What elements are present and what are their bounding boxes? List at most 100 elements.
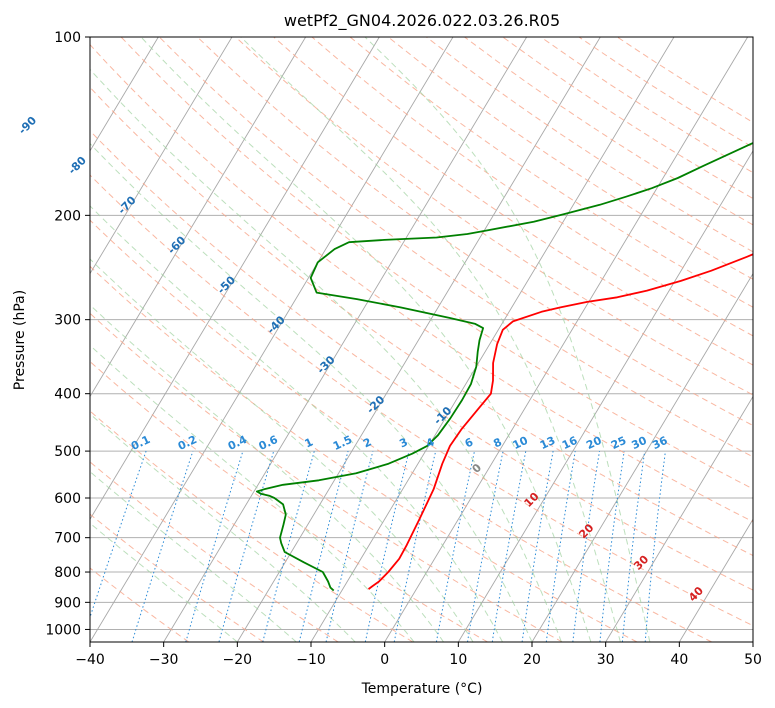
isotherm-label: -20	[364, 393, 387, 416]
mixing-ratio-line	[393, 450, 437, 642]
x-axis: −40 −30 −20 −10 0 10 20 30 40 50	[75, 642, 762, 668]
mixing-ratio-label: 0.4	[226, 433, 249, 453]
mixing-ratio-line	[572, 451, 600, 642]
dry-adiabat	[197, 37, 753, 427]
x-tick-label: 40	[670, 652, 688, 668]
x-tick-label: 10	[449, 652, 467, 668]
mixing-ratio-label: 13	[538, 434, 557, 452]
isotherm	[605, 395, 753, 642]
mixing-ratio-label: 0.1	[129, 433, 152, 453]
dry-adiabat	[235, 37, 753, 396]
background-lines	[0, 37, 753, 642]
y-tick-label: 1000	[45, 622, 81, 638]
dry-adiabat	[387, 37, 753, 280]
y-tick-label: 300	[54, 313, 81, 329]
moist-adiabat	[364, 37, 651, 642]
y-tick-label: 100	[54, 30, 81, 46]
x-tick-label: −20	[223, 652, 253, 668]
isotherm	[0, 37, 11, 642]
mixing-ratio-label: 1	[303, 435, 315, 450]
mixing-ratio-line	[545, 451, 576, 642]
mixing-ratio-line	[599, 451, 625, 642]
dry-adiabat	[90, 174, 753, 627]
moist-adiabat	[90, 142, 533, 642]
mixing-ratio-line	[325, 450, 374, 642]
dry-adiabat	[90, 86, 753, 557]
x-tick-label: 30	[597, 652, 615, 668]
mixing-ratio-label: 10	[511, 434, 531, 452]
moist-adiabat	[90, 205, 503, 642]
isotherm-label: 20	[576, 521, 596, 541]
moist-adiabat	[90, 68, 562, 642]
mixing-ratio-label: 25	[609, 434, 628, 452]
isotherm-label: -50	[215, 273, 238, 296]
isotherm-label: -80	[66, 154, 89, 177]
mixing-ratio-line	[298, 450, 349, 642]
isotherm	[457, 150, 753, 642]
moist-adiabat	[90, 304, 444, 642]
dry-adiabat	[349, 37, 753, 308]
dry-adiabat	[616, 37, 753, 123]
dry-adiabat	[311, 37, 753, 337]
moist-adiabat	[140, 37, 592, 642]
x-tick-label: 20	[523, 652, 541, 668]
temperature-profile	[367, 253, 753, 590]
mixing-ratio-label: 30	[630, 434, 650, 452]
y-axis: 100 200 300 400 500 600 700 800 900 1000	[45, 30, 90, 638]
moist-adiabat	[90, 344, 415, 642]
dry-adiabat	[90, 312, 563, 642]
mixing-ratio-label: 36	[650, 434, 670, 452]
y-axis-label: Pressure (hPa)	[12, 290, 28, 390]
isotherm-label: -10	[431, 404, 454, 427]
isotherm	[90, 37, 159, 152]
isotherm-label: -40	[265, 313, 288, 336]
moist-adiabat	[90, 413, 356, 642]
y-tick-label: 800	[54, 565, 81, 581]
mixing-ratio-line	[131, 450, 194, 642]
mixing-ratio-label: 1.5	[331, 433, 354, 453]
dry-adiabat	[120, 37, 753, 490]
x-tick-label: 50	[744, 652, 762, 668]
mixing-ratio-line	[364, 450, 410, 642]
y-tick-label: 500	[54, 444, 81, 460]
mixing-ratio-label: 0.6	[257, 433, 280, 453]
isotherm-label: -90	[16, 114, 39, 137]
isotherm	[90, 37, 307, 398]
y-tick-label: 600	[54, 491, 81, 507]
isoline-labels: -100-90-80-70-60-50-40-30-20-10010203040…	[16, 114, 706, 605]
mixing-ratio-line	[621, 451, 646, 642]
isotherm	[752, 641, 753, 642]
moist-adiabat	[90, 258, 474, 642]
isotherm	[678, 518, 753, 642]
dry-adiabat	[273, 37, 753, 366]
dry-adiabat	[426, 37, 753, 253]
mixing-ratio-label: 2	[361, 435, 373, 450]
dry-adiabat	[90, 567, 190, 642]
isotherm-label: -30	[314, 353, 337, 376]
isotherm	[384, 37, 749, 642]
isotherm	[90, 37, 233, 275]
x-axis-label: Temperature (°C)	[361, 681, 483, 697]
isotherm	[531, 272, 753, 642]
dry-adiabat	[158, 37, 753, 458]
isotherm-label: 10	[522, 490, 542, 510]
dry-adiabat	[90, 219, 712, 642]
mixing-ratio-line	[644, 451, 666, 642]
isotherm	[236, 37, 601, 642]
isotherm	[90, 37, 380, 521]
mixing-ratio-label: 20	[584, 434, 604, 452]
x-tick-label: 0	[380, 652, 389, 668]
mixing-ratio-line	[185, 450, 244, 642]
plot-frame	[89, 36, 754, 643]
dry-adiabat	[90, 265, 638, 642]
dry-adiabat	[90, 513, 264, 642]
x-tick-label: −40	[75, 652, 105, 668]
isotherm-label: -70	[115, 193, 138, 216]
moist-adiabat	[90, 522, 238, 642]
isotherm-label: 30	[631, 552, 651, 572]
y-tick-label: 900	[54, 595, 81, 611]
dry-adiabat	[90, 360, 488, 642]
y-tick-label: 400	[54, 387, 81, 403]
mixing-ratio-label: 6	[463, 435, 476, 450]
